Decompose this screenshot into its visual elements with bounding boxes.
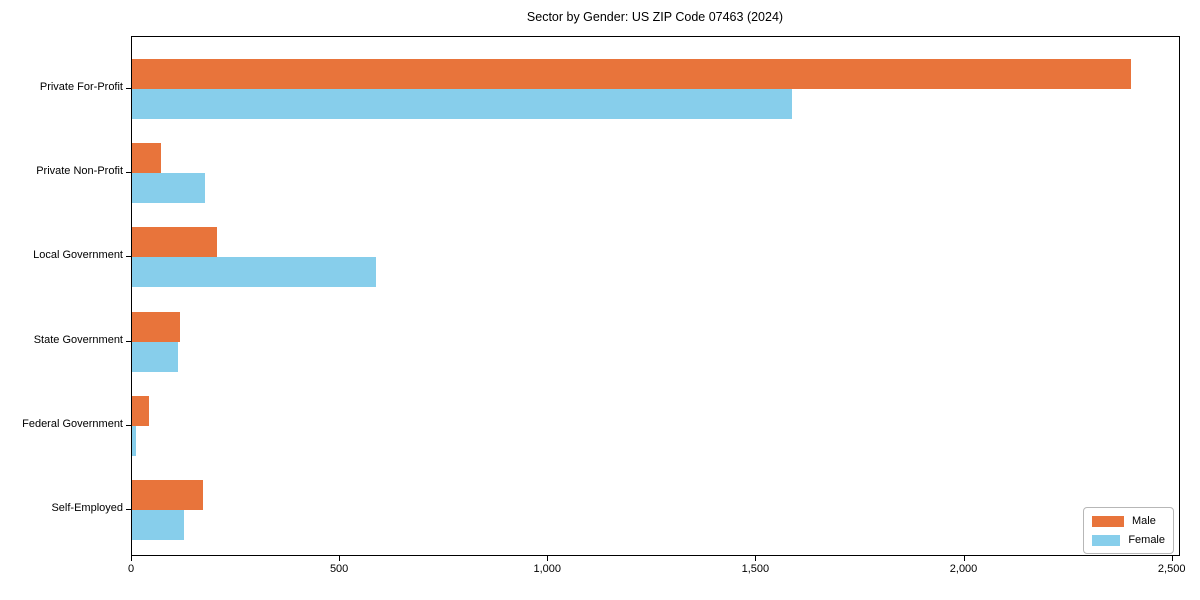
y-tick-label-self-employed: Self-Employed	[51, 502, 123, 514]
legend-label-male: Male	[1132, 515, 1156, 527]
bar-female-local-government	[132, 257, 376, 288]
bar-female-private-for-profit	[132, 89, 792, 119]
bar-female-private-non-profit	[132, 173, 205, 204]
bar-male-self-employed	[132, 480, 203, 510]
female-series-swatch	[1092, 534, 1121, 546]
y-tick-label-state-government: State Government	[33, 333, 123, 346]
bar-male-state-government	[132, 311, 180, 342]
y-tick-label-private-non-profit: Private Non-Profit	[36, 165, 123, 178]
y-tick-federal-government	[126, 424, 131, 426]
y-tick-local-government	[126, 256, 131, 258]
x-tick-label-2000: 2,000	[949, 563, 978, 575]
male-series-swatch	[1092, 515, 1124, 527]
legend: Male Female	[1083, 507, 1174, 554]
bar-male-local-government	[132, 227, 217, 258]
bar-female-federal-government	[132, 425, 136, 456]
y-tick-label-federal-government: Federal Government	[22, 417, 123, 430]
legend-item-male: Male	[1092, 514, 1165, 528]
x-tick-label-1000: 1,000	[533, 563, 562, 575]
legend-label-female: Female	[1128, 534, 1165, 546]
x-tick-label-2500: 2,500	[1157, 563, 1186, 575]
chart-title: Sector by Gender: US ZIP Code 07463 (202…	[526, 10, 784, 24]
x-tick-label-1500: 1,500	[741, 563, 770, 575]
x-tick-0	[131, 556, 132, 561]
x-tick-1000	[547, 556, 549, 561]
y-tick-label-private-for-profit: Private For-Profit	[39, 81, 123, 93]
bar-male-federal-government	[132, 395, 149, 426]
bar-female-self-employed	[132, 510, 184, 540]
bar-female-state-government	[132, 341, 178, 372]
x-tick-500	[339, 556, 341, 561]
y-tick-label-local-government: Local Government	[33, 249, 123, 262]
y-tick-private-non-profit	[126, 172, 131, 174]
y-tick-private-for-profit	[126, 88, 131, 89]
x-tick-2500	[1171, 556, 1173, 561]
legend-item-female: Female	[1092, 533, 1165, 547]
bar-male-private-for-profit	[132, 59, 1131, 89]
y-tick-self-employed	[126, 509, 131, 510]
x-tick-label-500: 500	[329, 563, 349, 575]
plot-area	[131, 36, 1180, 556]
x-tick-label-0: 0	[127, 563, 135, 575]
y-tick-state-government	[126, 340, 131, 342]
bar-male-private-non-profit	[132, 143, 161, 174]
x-tick-1500	[755, 556, 757, 561]
x-tick-2000	[963, 556, 965, 561]
